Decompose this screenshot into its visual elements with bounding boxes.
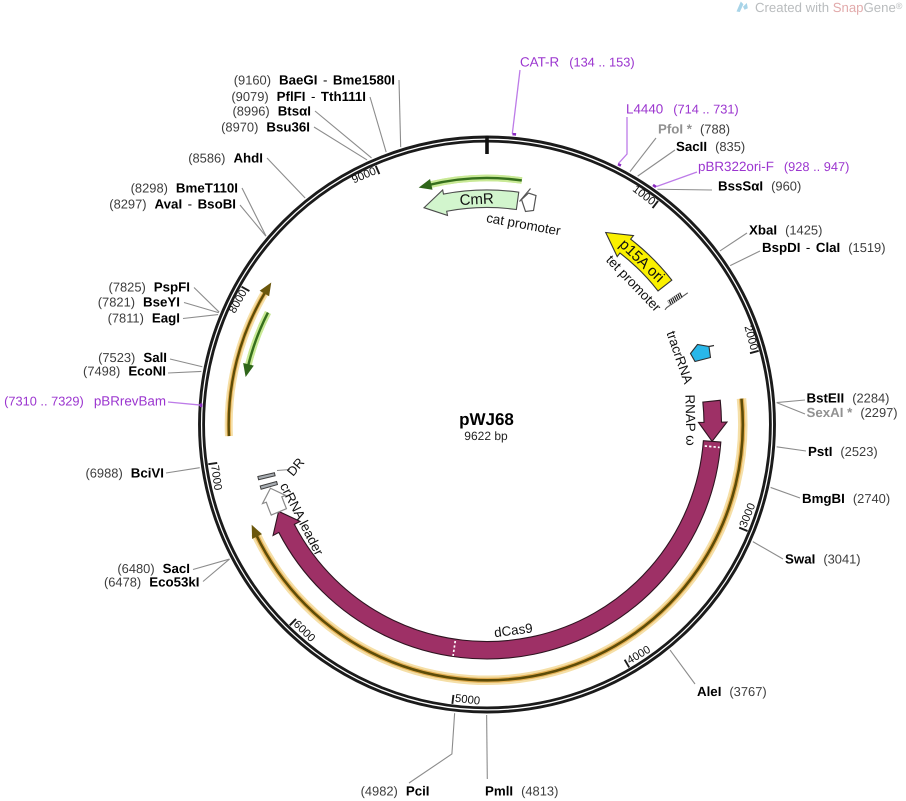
svg-text:(7523)SalI: (7523) SalI: [98, 350, 167, 365]
svg-text:XbaI(1425): XbaI (1425): [749, 223, 822, 238]
svg-text:PfoI *(788): PfoI * (788): [658, 122, 730, 137]
svg-text:SacII(835): SacII (835): [676, 139, 745, 154]
svg-text:PstI(2523): PstI (2523): [808, 444, 878, 459]
svg-text:(7825)PspFI: (7825) PspFI: [109, 280, 190, 295]
svg-text:9622 bp: 9622 bp: [464, 429, 508, 443]
svg-text:(4982)PciI: (4982) PciI: [361, 784, 430, 799]
svg-text:Created with SnapGene®: Created with SnapGene®: [755, 0, 903, 15]
svg-text:BspDI-ClaI(1519): BspDI - ClaI (1519): [762, 240, 886, 255]
svg-text:(9079)PflFI-Tth111I: (9079) PflFI - Tth111I: [231, 89, 366, 104]
svg-text:(6480)SacI: (6480) SacI: [117, 561, 190, 576]
svg-text:dCas9: dCas9: [493, 620, 533, 640]
svg-text:PmlI(4813): PmlI (4813): [485, 784, 558, 799]
svg-text:(6988)BciVI: (6988) BciVI: [85, 466, 164, 481]
svg-text:L4440(714 .. 731): L4440 (714 .. 731): [626, 102, 739, 117]
svg-text:(8970)Bsu36I: (8970) Bsu36I: [221, 120, 310, 135]
svg-text:RNAP ω: RNAP ω: [682, 394, 698, 445]
svg-text:5000: 5000: [454, 693, 480, 708]
svg-text:(7811)EagI: (7811) EagI: [108, 311, 180, 326]
svg-text:SexAI *(2297): SexAI * (2297): [807, 405, 898, 420]
svg-text:(8298)BmeT110I: (8298) BmeT110I: [131, 181, 238, 196]
svg-text:BmgBI(2740): BmgBI (2740): [802, 491, 890, 506]
svg-text:(6478)Eco53kI: (6478) Eco53kI: [104, 575, 200, 590]
svg-text:(8297)AvaI-BsoBI: (8297) AvaI - BsoBI: [109, 197, 236, 212]
svg-text:(9160)BaeGI-Bme1580I: (9160) BaeGI - Bme1580I: [234, 73, 395, 88]
svg-text:BstEII(2284): BstEII (2284): [807, 391, 890, 406]
svg-text:(8996)BtsαI: (8996) BtsαI: [232, 104, 311, 119]
svg-text:(7498)EcoNI: (7498) EcoNI: [83, 364, 166, 379]
svg-text:pWJ68: pWJ68: [459, 410, 514, 429]
svg-text:BssSαI(960): BssSαI (960): [718, 179, 801, 194]
svg-text:CmR: CmR: [459, 190, 494, 209]
svg-text:SwaI(3041): SwaI (3041): [785, 552, 861, 567]
svg-text:(7310 .. 7329)pBRrevBam: (7310 .. 7329) pBRrevBam: [4, 394, 166, 409]
svg-text:AleI(3767): AleI (3767): [697, 684, 767, 699]
svg-text:(7821)BseYI: (7821) BseYI: [98, 295, 180, 310]
svg-text:CAT-R(134 .. 153): CAT-R (134 .. 153): [520, 55, 635, 70]
svg-text:(8586)AhdI: (8586) AhdI: [188, 151, 263, 166]
svg-text:pBR322ori-F(928 .. 947): pBR322ori-F (928 .. 947): [698, 159, 849, 174]
svg-text:7000: 7000: [208, 465, 223, 492]
